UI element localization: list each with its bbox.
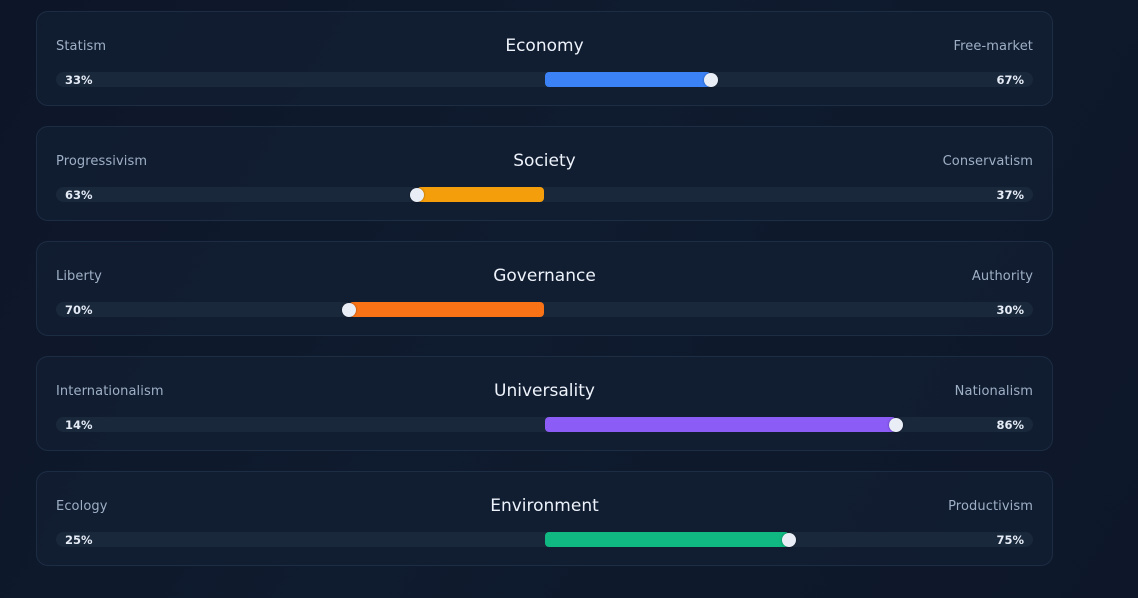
- right-label: Conservatism: [942, 154, 1033, 169]
- axis-knob: [889, 417, 904, 432]
- left-label: Progressivism: [56, 154, 148, 169]
- left-label: Statism: [56, 39, 107, 54]
- right-percent: 30%: [996, 303, 1024, 317]
- axis-bar: 25% 75%: [56, 532, 1033, 547]
- left-percent: 63%: [65, 188, 93, 202]
- axis-fill: [349, 302, 545, 317]
- axis-title: Economy: [505, 36, 584, 56]
- left-label: Internationalism: [56, 384, 164, 399]
- axis-bar: 70% 30%: [56, 302, 1033, 317]
- right-label: Nationalism: [954, 384, 1033, 399]
- right-percent: 75%: [996, 533, 1024, 547]
- axis-title: Environment: [490, 496, 599, 516]
- axis-bar: 33% 67%: [56, 72, 1033, 87]
- axis-card-economy: Statism Economy Free-market 33% 67%: [36, 11, 1053, 106]
- right-percent: 86%: [996, 418, 1024, 432]
- axis-card-universality: Internationalism Universality Nationalis…: [36, 356, 1053, 451]
- left-label: Liberty: [56, 269, 102, 284]
- axis-title: Universality: [494, 381, 595, 401]
- axis-card-governance: Liberty Governance Authority 70% 30%: [36, 241, 1053, 336]
- axis-bar: 63% 37%: [56, 187, 1033, 202]
- right-label: Free-market: [953, 39, 1033, 54]
- left-label: Ecology: [56, 499, 108, 514]
- axis-card-environment: Ecology Environment Productivism 25% 75%: [36, 471, 1053, 566]
- left-percent: 33%: [65, 73, 93, 87]
- axis-fill: [544, 72, 711, 87]
- axis-card-society: Progressivism Society Conservatism 63% 3…: [36, 126, 1053, 221]
- axis-knob: [342, 302, 357, 317]
- axis-fill: [417, 187, 545, 202]
- right-label: Authority: [971, 269, 1033, 284]
- axis-knob: [781, 532, 796, 547]
- right-percent: 67%: [996, 73, 1024, 87]
- left-percent: 14%: [65, 418, 93, 432]
- axis-bar: 14% 86%: [56, 417, 1033, 432]
- axis-title: Society: [513, 151, 576, 171]
- axis-fill: [544, 417, 897, 432]
- axis-knob: [410, 187, 425, 202]
- right-label: Productivism: [948, 499, 1033, 514]
- axis-fill: [544, 532, 789, 547]
- left-percent: 70%: [65, 303, 93, 317]
- left-percent: 25%: [65, 533, 93, 547]
- right-percent: 37%: [996, 188, 1024, 202]
- axis-knob: [703, 72, 718, 87]
- results-panel: Statism Economy Free-market 33% 67% Prog…: [36, 11, 1053, 586]
- axis-title: Governance: [493, 266, 596, 286]
